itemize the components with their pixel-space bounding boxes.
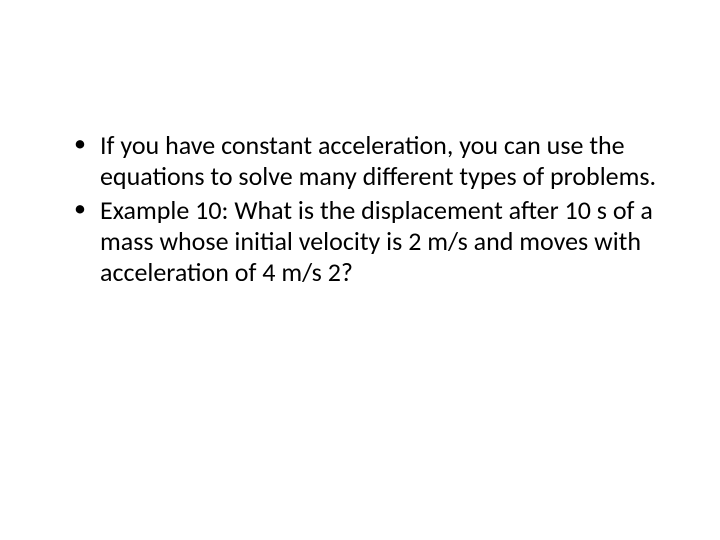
bullet-item: Example 10: What is the displacement aft… — [70, 195, 660, 287]
bullet-text: If you have constant acceleration, you c… — [100, 129, 656, 192]
bullet-item: If you have constant acceleration, you c… — [70, 130, 660, 191]
slide: If you have constant acceleration, you c… — [0, 0, 720, 540]
bullet-text: Example 10: What is the displacement aft… — [100, 194, 653, 287]
bullet-list: If you have constant acceleration, you c… — [70, 130, 660, 287]
